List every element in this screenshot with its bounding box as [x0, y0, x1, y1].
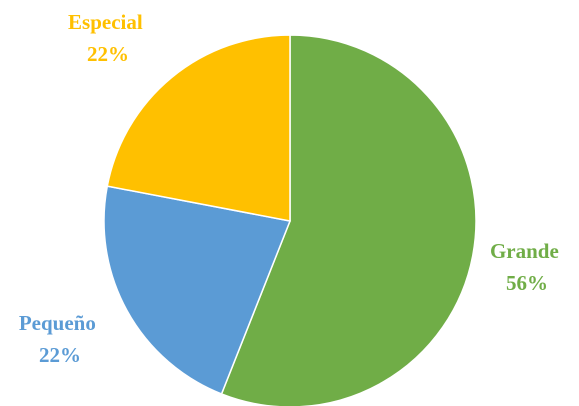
- pie-slice-pequeno: [103, 185, 292, 395]
- slice-label-especial: Especial 22%: [68, 10, 148, 66]
- pie-slices: [103, 34, 477, 406]
- slice-label-grande: Grande 56%: [490, 239, 564, 295]
- slice-category-grande: Grande: [490, 239, 559, 263]
- slice-percent-grande: 56%: [506, 271, 548, 295]
- pie-slice-especial: [106, 34, 291, 222]
- slice-label-pequeno: Pequeño 22%: [19, 311, 101, 367]
- pie-slice-grande: [220, 34, 477, 406]
- slice-category-especial: Especial: [68, 10, 143, 34]
- slice-percent-especial: 22%: [87, 42, 129, 66]
- slice-percent-pequeno: 22%: [39, 343, 81, 367]
- slice-category-pequeno: Pequeño: [19, 311, 96, 335]
